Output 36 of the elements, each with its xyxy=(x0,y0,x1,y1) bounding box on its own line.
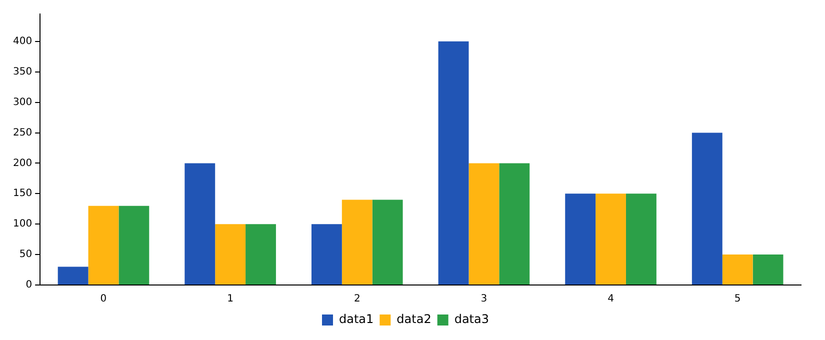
bar xyxy=(499,163,530,284)
bar xyxy=(596,194,626,284)
legend-label: data1 xyxy=(339,312,374,326)
y-tick-label: 200 xyxy=(12,158,32,169)
x-tick-label: 4 xyxy=(608,294,614,305)
y-tick-label: 150 xyxy=(12,188,32,200)
bar xyxy=(184,163,216,284)
bar xyxy=(372,200,403,284)
bar xyxy=(626,194,656,284)
bar xyxy=(722,254,753,284)
y-tick-label: 100 xyxy=(12,218,32,230)
y-tick-label: 50 xyxy=(19,249,32,260)
bar xyxy=(246,224,276,284)
x-tick-label: 0 xyxy=(100,294,107,305)
bar xyxy=(752,254,784,284)
bar xyxy=(565,194,596,284)
x-tick-label: 5 xyxy=(734,294,741,305)
y-tick-label: 300 xyxy=(12,96,32,108)
bar xyxy=(692,132,722,284)
legend-label: data3 xyxy=(454,312,490,326)
legend-label: data2 xyxy=(396,312,432,326)
bar xyxy=(118,206,150,284)
bar xyxy=(438,41,469,284)
bar xyxy=(468,163,500,284)
bar xyxy=(88,206,119,284)
y-tick-label: 350 xyxy=(12,66,32,78)
bar xyxy=(215,224,246,284)
y-tick-label: 250 xyxy=(12,127,32,138)
bar xyxy=(58,266,88,284)
x-tick-label: 2 xyxy=(354,294,360,305)
y-tick-label: 400 xyxy=(12,36,32,47)
x-tick-label: 1 xyxy=(227,294,234,305)
y-tick-label: 0 xyxy=(26,280,32,291)
bar xyxy=(311,224,342,284)
x-tick-label: 3 xyxy=(480,294,488,305)
bar xyxy=(342,200,372,284)
